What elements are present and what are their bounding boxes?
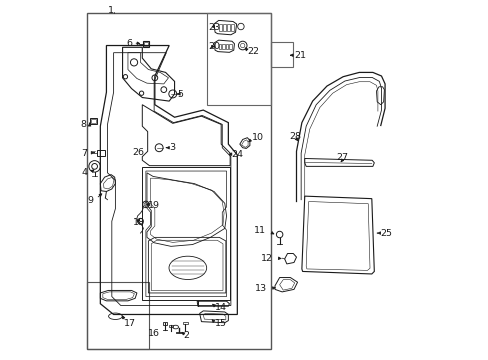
Text: 12: 12 — [261, 254, 273, 263]
Text: 28: 28 — [289, 132, 301, 141]
Text: 10: 10 — [251, 133, 263, 142]
Bar — [231, 24, 234, 31]
Bar — [183, 321, 187, 324]
Text: 2: 2 — [183, 332, 189, 341]
Bar — [229, 44, 231, 49]
Text: 4: 4 — [81, 168, 87, 177]
Bar — [222, 44, 224, 49]
Text: 14: 14 — [215, 303, 226, 312]
Text: 5: 5 — [177, 90, 183, 99]
Text: 1: 1 — [107, 6, 113, 15]
Text: 9: 9 — [87, 196, 93, 205]
Text: 13: 13 — [254, 284, 266, 293]
Bar — [143, 41, 148, 46]
Text: 11: 11 — [253, 226, 265, 235]
Text: 18: 18 — [132, 218, 144, 227]
Bar — [86, 13, 271, 348]
Text: 26: 26 — [132, 148, 144, 157]
Bar — [97, 150, 104, 156]
Bar — [271, 42, 292, 67]
Text: 8: 8 — [80, 120, 86, 129]
Bar — [89, 118, 97, 125]
Text: 23: 23 — [208, 23, 220, 32]
Text: 22: 22 — [247, 47, 259, 56]
Text: 16: 16 — [148, 329, 160, 338]
Bar — [218, 44, 221, 49]
Text: 24: 24 — [230, 150, 243, 159]
Bar — [227, 24, 230, 31]
Bar — [218, 24, 221, 31]
Text: 3: 3 — [169, 143, 175, 152]
Bar — [169, 324, 172, 327]
Bar — [144, 42, 147, 45]
Bar — [225, 44, 228, 49]
Bar — [90, 119, 96, 123]
Bar — [163, 322, 167, 325]
Text: 7: 7 — [81, 149, 87, 158]
Text: 19: 19 — [148, 201, 160, 210]
Text: 21: 21 — [293, 51, 305, 60]
Bar — [223, 24, 225, 31]
Text: 25: 25 — [379, 229, 391, 238]
Bar — [206, 13, 271, 105]
Text: 17: 17 — [124, 319, 136, 328]
Text: 20: 20 — [208, 42, 220, 51]
Text: 27: 27 — [335, 153, 347, 162]
Bar — [86, 282, 149, 348]
Text: 6: 6 — [126, 39, 132, 48]
Text: 15: 15 — [215, 319, 226, 328]
